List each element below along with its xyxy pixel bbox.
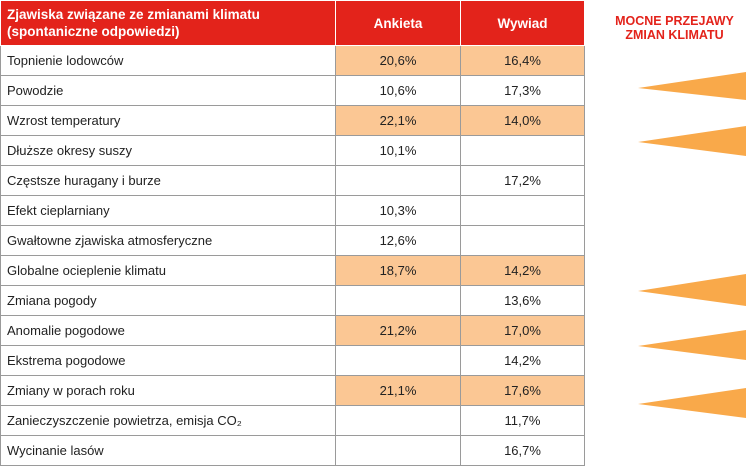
row: Gwałtowne zjawiska atmosferyczne 12,6% [0, 225, 585, 256]
row-label: Anomalie pogodowe [0, 315, 336, 346]
cell: 17,2% [460, 165, 585, 196]
row-label: Wzrost temperatury [0, 105, 336, 136]
cell [335, 345, 461, 376]
column-header: Wywiad [460, 0, 585, 46]
header-row: Zjawiska związane ze zmianami klimatu (sp… [0, 0, 585, 46]
table: Zjawiska związane ze zmianami klimatu (sp… [0, 0, 585, 466]
cell [460, 225, 585, 256]
arrow [638, 388, 746, 418]
column-header: Ankieta [335, 0, 461, 46]
row-label: Ekstrema pogodowe [0, 345, 336, 376]
cell: 16,7% [460, 435, 585, 466]
row-label: Gwałtowne zjawiska atmosferyczne [0, 225, 336, 256]
row: Topnienie lodowców 20,6% 16,4% [0, 45, 585, 76]
cell [460, 195, 585, 226]
row-label: Wycinanie lasów [0, 435, 336, 466]
cell: 20,6% [335, 45, 461, 76]
cell [335, 285, 461, 316]
cell: 10,6% [335, 75, 461, 106]
row: Zanieczyszczenie powietrza, emisja CO₂ 11… [0, 405, 585, 436]
title-line: Zjawiska związane ze zmianami klimatu [7, 7, 260, 22]
cell: 16,4% [460, 45, 585, 76]
arrow [638, 330, 746, 360]
row: Anomalie pogodowe 21,2% 17,0% [0, 315, 585, 346]
row: Powodzie 10,6% 17,3% [0, 75, 585, 106]
row: Zmiany w porach roku 21,1% 17,6% [0, 375, 585, 406]
row: Zmiana pogody 13,6% [0, 285, 585, 316]
side-line: MOCNE PRZEJAWY [615, 14, 734, 28]
row: Ekstrema pogodowe 14,2% [0, 345, 585, 376]
cell [460, 135, 585, 166]
side-label: MOCNE PRZEJAWY ZMIAN KLIMATU [596, 14, 753, 42]
title-line: (spontaniczne odpowiedzi) [7, 24, 180, 39]
row-label: Powodzie [0, 75, 336, 106]
row-label: Częstsze huragany i burze [0, 165, 336, 196]
cell: 14,0% [460, 105, 585, 136]
cell: 10,3% [335, 195, 461, 226]
row-label: Dłuższe okresy suszy [0, 135, 336, 166]
row-label: Topnienie lodowców [0, 45, 336, 76]
cell: 14,2% [460, 345, 585, 376]
cell: 14,2% [460, 255, 585, 286]
arrow [638, 274, 746, 306]
row-label: Efekt cieplarniany [0, 195, 336, 226]
cell: 22,1% [335, 105, 461, 136]
cell: 17,3% [460, 75, 585, 106]
row: Globalne ocieplenie klimatu 18,7% 14,2% [0, 255, 585, 286]
arrow [638, 72, 746, 100]
cell: 21,2% [335, 315, 461, 346]
cell [335, 165, 461, 196]
cell [335, 435, 461, 466]
row: Efekt cieplarniany 10,3% [0, 195, 585, 226]
cell: 12,6% [335, 225, 461, 256]
cell: 17,0% [460, 315, 585, 346]
arrow [638, 126, 746, 156]
header-title: Zjawiska związane ze zmianami klimatu (sp… [0, 0, 336, 46]
row-label: Zmiana pogody [0, 285, 336, 316]
arrows [638, 72, 746, 418]
cell: 17,6% [460, 375, 585, 406]
row: Dłuższe okresy suszy 10,1% [0, 135, 585, 166]
cell: 18,7% [335, 255, 461, 286]
cell: 21,1% [335, 375, 461, 406]
cell: 11,7% [460, 405, 585, 436]
cell: 13,6% [460, 285, 585, 316]
row: Wzrost temperatury 22,1% 14,0% [0, 105, 585, 136]
row: Częstsze huragany i burze 17,2% [0, 165, 585, 196]
row-label: Globalne ocieplenie klimatu [0, 255, 336, 286]
cell: 10,1% [335, 135, 461, 166]
side-line: ZMIAN KLIMATU [625, 28, 724, 42]
row-label: Zanieczyszczenie powietrza, emisja CO₂ [0, 405, 336, 436]
row-label: Zmiany w porach roku [0, 375, 336, 406]
row: Wycinanie lasów 16,7% [0, 435, 585, 466]
cell [335, 405, 461, 436]
